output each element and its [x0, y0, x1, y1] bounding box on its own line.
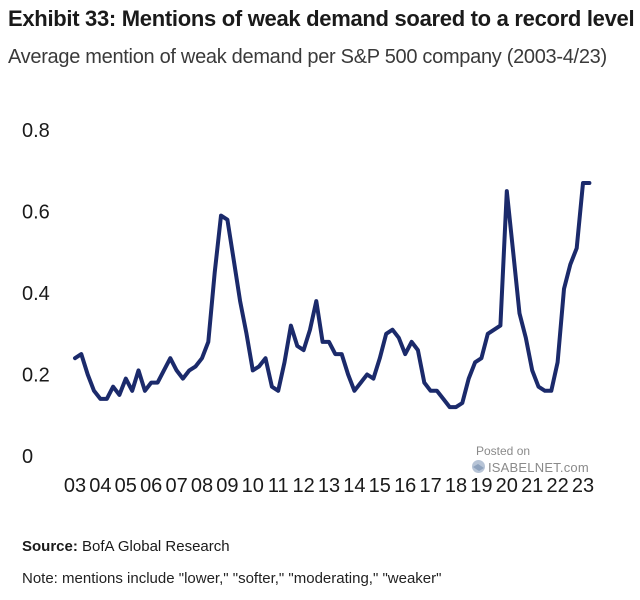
x-tick-label: 17 [419, 475, 441, 497]
x-tick-label: 15 [369, 475, 391, 497]
y-tick-label: 0.6 [22, 202, 50, 224]
y-tick-label: 0.8 [22, 120, 50, 142]
x-tick-label: 11 [268, 475, 289, 497]
x-tick-label: 04 [89, 475, 111, 497]
x-tick-label: 21 [521, 475, 543, 497]
x-tick-label: 14 [343, 475, 365, 497]
x-tick-label: 07 [165, 475, 187, 497]
x-tick-label: 05 [115, 475, 137, 497]
x-tick-label: 18 [445, 475, 467, 497]
source-line: Source: BofA Global Research [22, 538, 230, 555]
series-group [73, 181, 592, 410]
y-tick-label: 0 [22, 446, 33, 468]
watermark-logo-icon [472, 460, 485, 473]
x-tick-label: 08 [191, 475, 213, 497]
x-tick-label: 06 [140, 475, 162, 497]
y-axis-ticks: 0 0.2 0.4 0.6 0.8 [22, 120, 50, 468]
x-tick-label: 09 [216, 475, 238, 497]
source-label: Source: [22, 538, 78, 555]
chart-subtitle: Average mention of weak demand per S&P 5… [8, 46, 607, 68]
chart-title: Exhibit 33: Mentions of weak demand soar… [8, 6, 635, 31]
y-tick-label: 0.4 [22, 283, 50, 305]
x-tick-label: 16 [394, 475, 416, 497]
x-tick-label: 12 [292, 475, 314, 497]
x-tick-label: 13 [318, 475, 340, 497]
x-tick-label: 10 [242, 475, 264, 497]
x-tick-label: 23 [572, 475, 594, 497]
watermark-site: ISABELNET.com [488, 460, 589, 475]
source-text: BofA Global Research [82, 538, 230, 555]
x-tick-label: 22 [546, 475, 568, 497]
y-tick-label: 0.2 [22, 365, 50, 387]
x-tick-label: 03 [64, 475, 86, 497]
x-axis-ticks: 03 04 05 06 07 08 09 10 11 12 13 14 15 16 17 18 19 20 21 22… [64, 475, 594, 497]
x-tick-label: 19 [470, 475, 492, 497]
x-tick-label: 20 [496, 475, 518, 497]
note-line: Note: mentions include "lower," "softer,… [22, 570, 442, 587]
watermark-posted-on: Posted on [476, 444, 531, 458]
series-line [73, 181, 592, 410]
